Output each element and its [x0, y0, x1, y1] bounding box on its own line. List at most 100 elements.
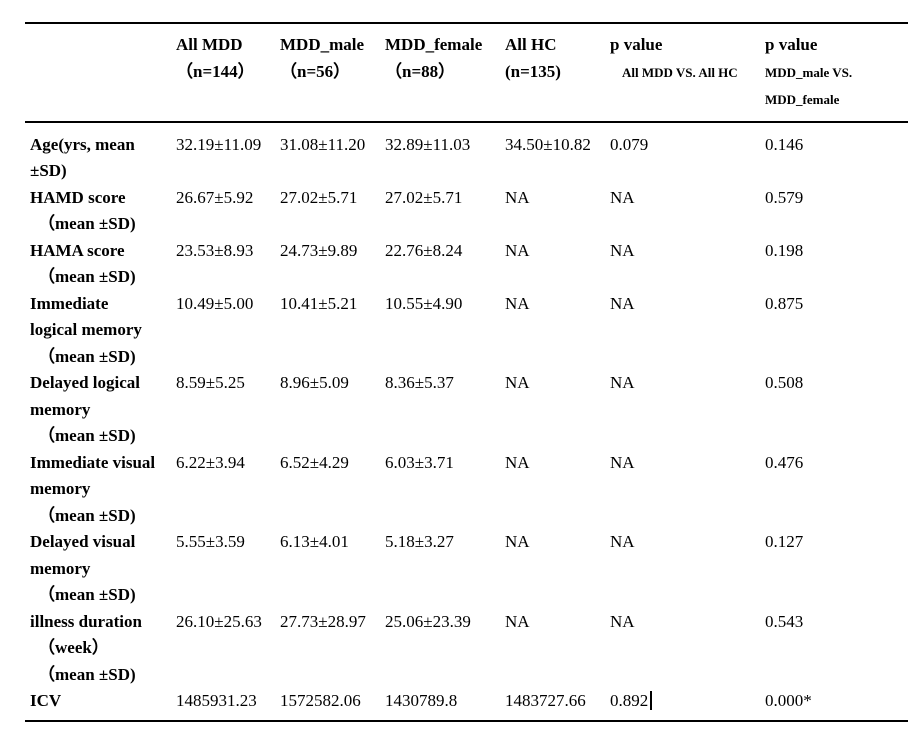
- cell-pvalue[interactable]: 0.079: [610, 134, 649, 154]
- row-label-line: memory: [30, 399, 91, 419]
- row-label-immediate-logical-memory[interactable]: Immediate logical memory （mean ±SD): [25, 291, 176, 371]
- cell-value[interactable]: 23.53±8.93: [176, 240, 254, 260]
- table-row-age: Age(yrs, mean ±SD) 32.19±11.09 31.08±11.…: [25, 122, 908, 185]
- cell-value[interactable]: 26.67±5.92: [176, 187, 254, 207]
- statistics-table: All MDD （n=144） MDD_male （n=56） MDD_fema…: [25, 22, 908, 722]
- table-row-immediate-logical-memory: Immediate logical memory （mean ±SD) 10.4…: [25, 291, 908, 371]
- cell-value[interactable]: 8.36±5.37: [385, 373, 454, 392]
- cell-value[interactable]: 1572582.06: [280, 691, 361, 710]
- cell-value[interactable]: 24.73±9.89: [280, 240, 358, 260]
- row-label-line: （mean ±SD): [38, 585, 136, 604]
- header-empty-cell[interactable]: [25, 23, 176, 123]
- header-line: MDD_female: [385, 35, 483, 54]
- row-label-line: illness duration: [30, 611, 142, 631]
- cell-value[interactable]: NA: [505, 293, 530, 313]
- row-label-age[interactable]: Age(yrs, mean ±SD): [25, 122, 176, 185]
- cell-pvalue-with-caret[interactable]: 0.892: [610, 688, 765, 721]
- cell-value[interactable]: 5.18±3.27: [385, 532, 454, 551]
- cell-value[interactable]: 31.08±11.20: [280, 134, 366, 154]
- cell-pvalue[interactable]: 0.198: [765, 240, 804, 260]
- cell-pvalue[interactable]: 0.146: [765, 134, 804, 154]
- row-label-line: （week）: [38, 638, 109, 657]
- header-row: All MDD （n=144） MDD_male （n=56） MDD_fema…: [25, 23, 908, 123]
- table-row-icv: ICV 1485931.23 1572582.06 1430789.8 1483…: [25, 688, 908, 721]
- cell-value[interactable]: 8.96±5.09: [280, 373, 349, 392]
- row-label-line: Delayed visual: [30, 532, 136, 551]
- cell-value[interactable]: 8.59±5.25: [176, 373, 245, 392]
- cell-value[interactable]: 27.73±28.97: [280, 611, 366, 631]
- header-mdd-male[interactable]: MDD_male （n=56）: [280, 23, 385, 123]
- row-label-line: logical memory: [30, 320, 142, 339]
- cell-value[interactable]: NA: [505, 611, 530, 631]
- table-row-immediate-visual-memory: Immediate visual memory （mean ±SD) 6.22±…: [25, 450, 908, 530]
- cell-value[interactable]: NA: [505, 187, 530, 207]
- row-label-line: HAMA score: [30, 240, 125, 260]
- cell-value[interactable]: 5.55±3.59: [176, 532, 245, 551]
- row-label-line: （mean ±SD): [38, 267, 136, 286]
- cell-pvalue[interactable]: NA: [610, 532, 635, 551]
- cell-pvalue[interactable]: 0.875: [765, 293, 804, 313]
- cell-value[interactable]: 26.10±25.63: [176, 611, 262, 631]
- row-label-line: ±SD): [30, 161, 67, 180]
- row-label-line: （mean ±SD): [38, 426, 136, 445]
- row-label-icv[interactable]: ICV: [25, 688, 176, 721]
- cell-value[interactable]: 27.02±5.71: [280, 187, 358, 207]
- cell-value[interactable]: 22.76±8.24: [385, 240, 463, 260]
- cell-pvalue[interactable]: NA: [610, 373, 635, 392]
- cell-value[interactable]: NA: [505, 452, 530, 472]
- header-pvalue-mdd-vs-hc[interactable]: p value All MDD VS. All HC: [610, 23, 765, 123]
- row-label-immediate-visual-memory[interactable]: Immediate visual memory （mean ±SD): [25, 450, 176, 530]
- cell-pvalue-text: 0.892: [610, 691, 649, 710]
- cell-value[interactable]: 6.22±3.94: [176, 452, 245, 472]
- cell-value[interactable]: 10.49±5.00: [176, 293, 254, 313]
- header-mdd-female[interactable]: MDD_female （n=88）: [385, 23, 505, 123]
- header-pvalue-male-vs-female[interactable]: p value MDD_male VS. MDD_female: [765, 23, 908, 123]
- cell-pvalue[interactable]: NA: [610, 240, 635, 260]
- row-label-line: Age(yrs, mean: [30, 134, 135, 154]
- header-line: All MDD: [176, 35, 243, 54]
- cell-value[interactable]: 6.52±4.29: [280, 452, 349, 472]
- cell-pvalue[interactable]: NA: [610, 293, 635, 313]
- cell-pvalue[interactable]: 0.508: [765, 373, 804, 392]
- cell-value[interactable]: 6.13±4.01: [280, 532, 349, 551]
- row-label-illness-duration[interactable]: illness duration （week） （mean ±SD): [25, 609, 176, 689]
- row-label-delayed-logical-memory[interactable]: Delayed logical memory （mean ±SD): [25, 370, 176, 450]
- cell-pvalue[interactable]: NA: [610, 611, 635, 631]
- cell-value[interactable]: 1430789.8: [385, 691, 458, 710]
- header-line: （n=56）: [280, 61, 351, 81]
- table-row-illness-duration: illness duration （week） （mean ±SD) 26.10…: [25, 609, 908, 689]
- cell-pvalue[interactable]: 0.543: [765, 611, 804, 631]
- header-line: （n=88）: [385, 61, 456, 81]
- row-label-delayed-visual-memory[interactable]: Delayed visual memory （mean ±SD): [25, 529, 176, 609]
- row-label-hama[interactable]: HAMA score （mean ±SD): [25, 238, 176, 291]
- cell-value[interactable]: 10.41±5.21: [280, 293, 358, 313]
- header-all-hc[interactable]: All HC (n=135): [505, 23, 610, 123]
- cell-value[interactable]: 6.03±3.71: [385, 452, 454, 472]
- row-label-line: Immediate: [30, 293, 109, 313]
- cell-value[interactable]: 32.89±11.03: [385, 134, 471, 154]
- header-all-mdd[interactable]: All MDD （n=144）: [176, 23, 280, 123]
- header-line: （n=144）: [176, 61, 255, 81]
- row-label-line: （mean ±SD): [38, 664, 136, 684]
- header-subline: MDD_male VS.: [765, 64, 853, 80]
- cell-value[interactable]: 32.19±11.09: [176, 134, 262, 154]
- cell-value[interactable]: NA: [505, 532, 530, 551]
- cell-value[interactable]: 27.02±5.71: [385, 187, 463, 207]
- cell-value[interactable]: 10.55±4.90: [385, 293, 463, 313]
- cell-pvalue[interactable]: 0.476: [765, 452, 804, 472]
- cell-pvalue[interactable]: 0.000*: [765, 691, 812, 710]
- cell-value[interactable]: 25.06±23.39: [385, 611, 471, 631]
- cell-pvalue[interactable]: NA: [610, 452, 635, 472]
- cell-value[interactable]: NA: [505, 373, 530, 392]
- cell-value[interactable]: 1483727.66: [505, 691, 586, 710]
- cell-value[interactable]: NA: [505, 240, 530, 260]
- table-row-hama: HAMA score （mean ±SD) 23.53±8.93 24.73±9…: [25, 238, 908, 291]
- cell-value[interactable]: 1485931.23: [176, 691, 257, 710]
- cell-pvalue[interactable]: 0.127: [765, 532, 804, 551]
- row-label-line: Immediate visual: [30, 452, 156, 472]
- cell-pvalue[interactable]: 0.579: [765, 187, 804, 207]
- cell-value[interactable]: 34.50±10.82: [505, 134, 591, 154]
- cell-pvalue[interactable]: NA: [610, 187, 635, 207]
- row-label-hamd[interactable]: HAMD score （mean ±SD): [25, 185, 176, 238]
